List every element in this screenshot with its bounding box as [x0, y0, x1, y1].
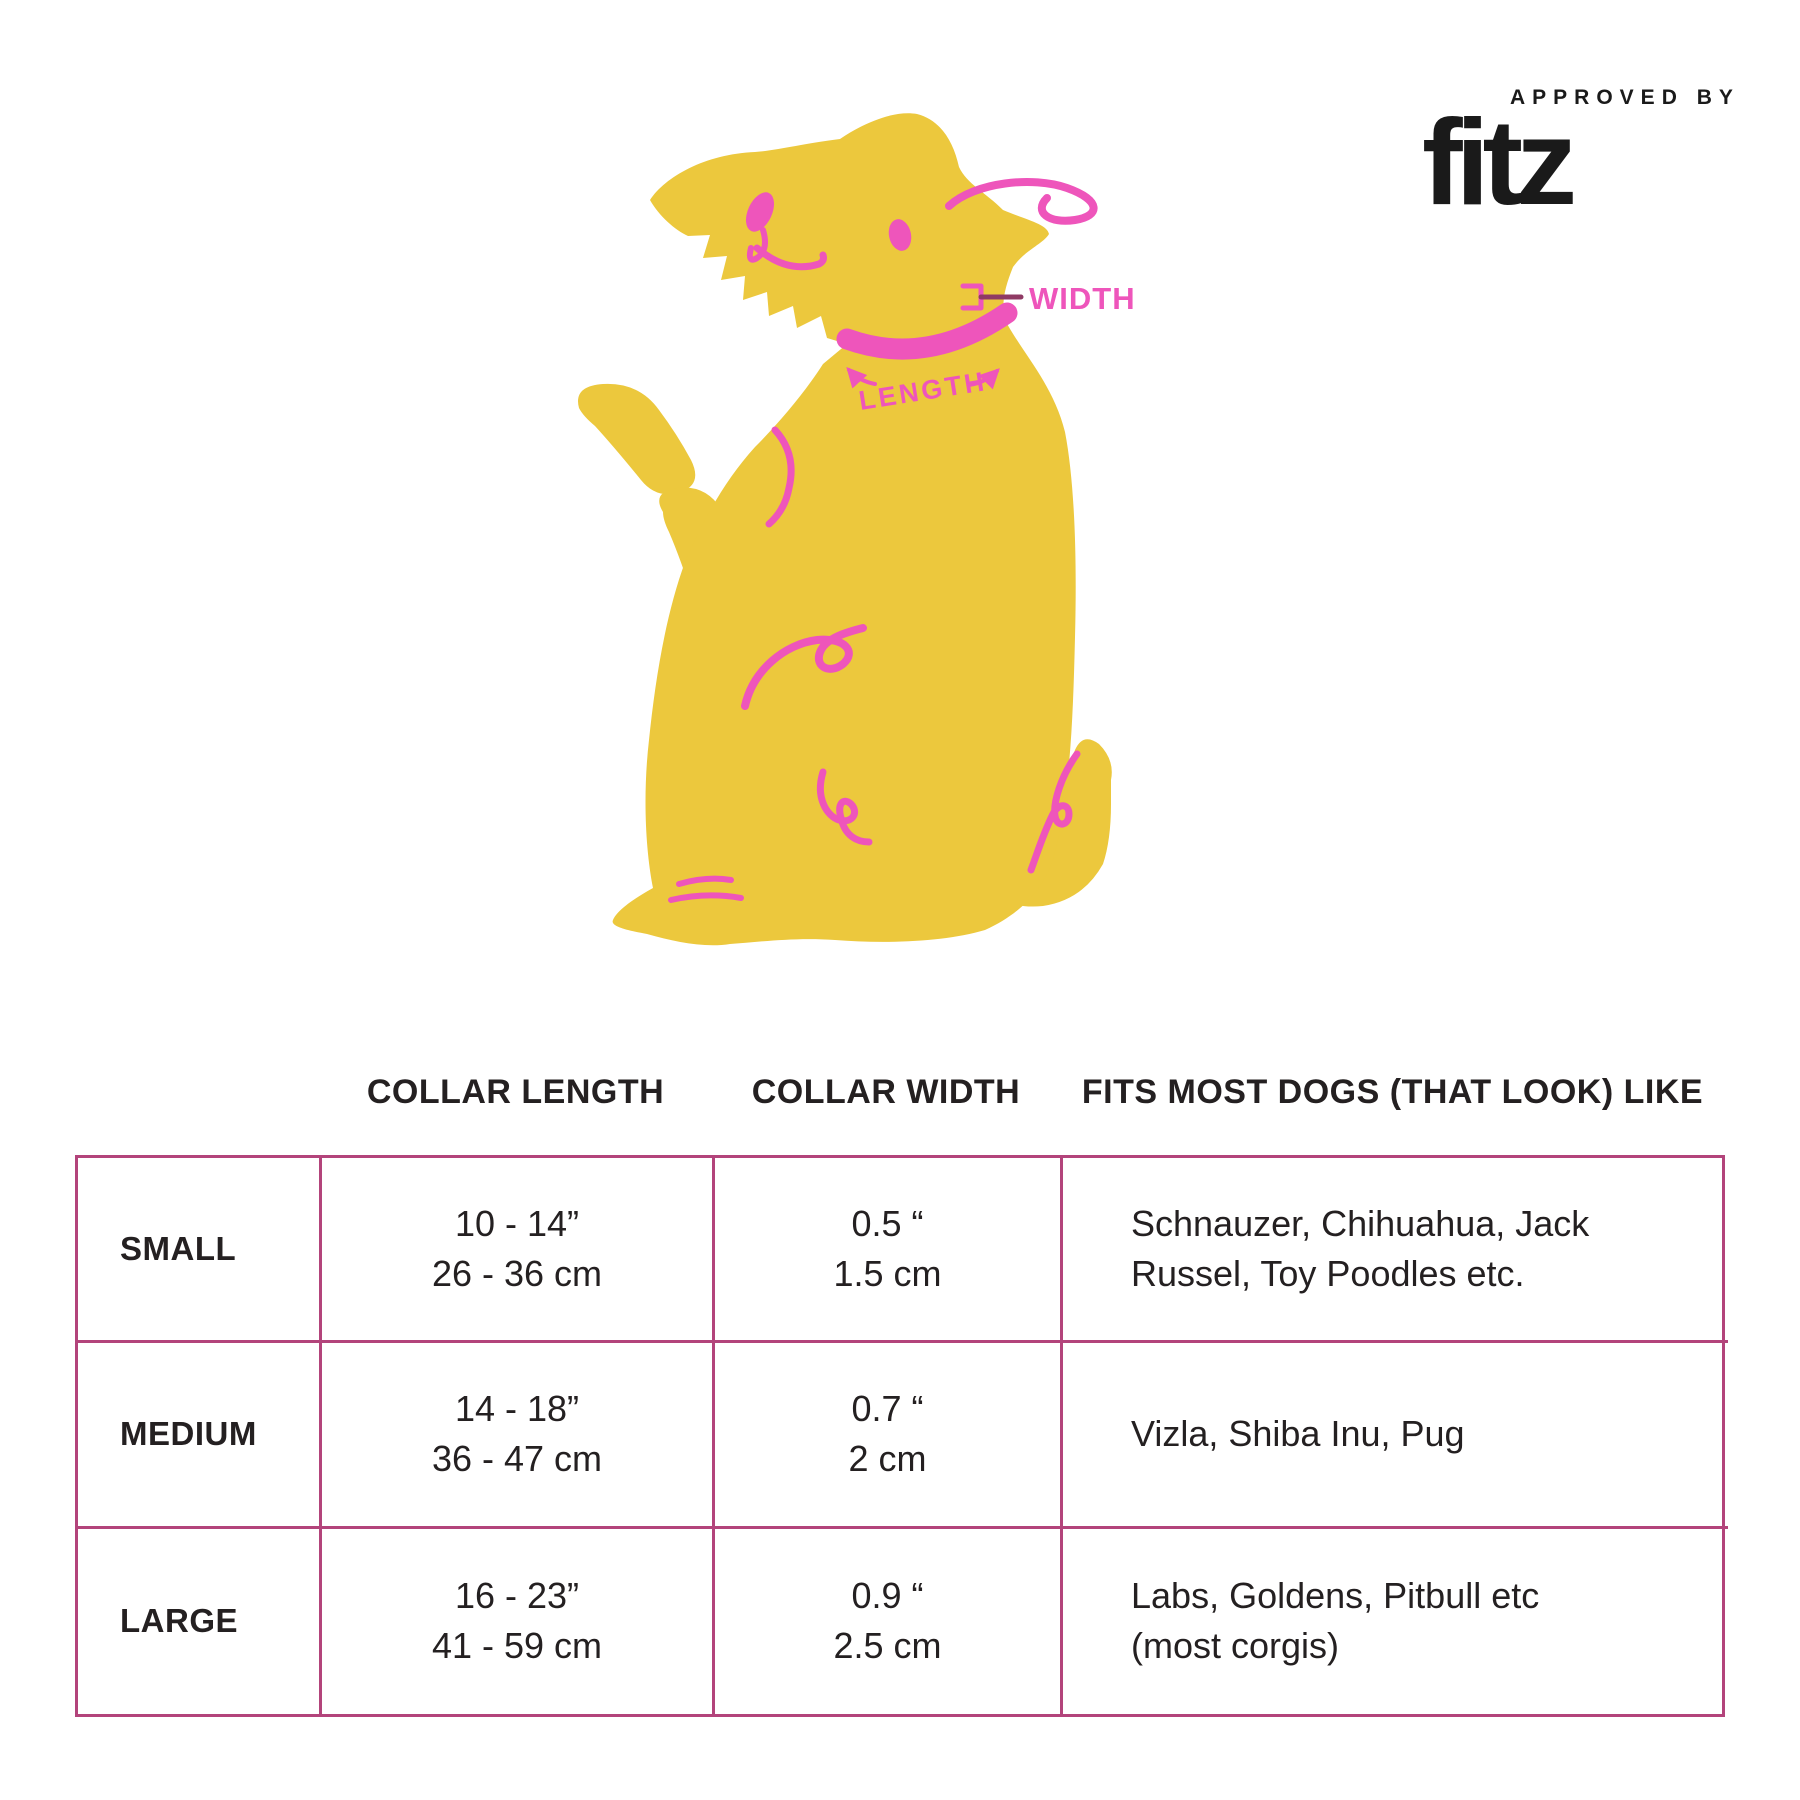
size-table: SMALL 10 - 14” 26 - 36 cm 0.5 “ 1.5 cm S… — [75, 1155, 1728, 1717]
medium-collar-length: 14 - 18” 36 - 47 cm — [322, 1343, 715, 1529]
dog-illustration: WIDTH LENGTH — [578, 113, 1136, 946]
length-arrow-right — [967, 368, 1000, 390]
small-collar-length: 10 - 14” 26 - 36 cm — [322, 1158, 715, 1344]
large-collar-width: 0.9 “ 2.5 cm — [715, 1528, 1063, 1714]
large-length-inches: 16 - 23” — [454, 1575, 580, 1617]
large-breeds: Labs, Goldens, Pitbull etc (most corgis) — [1063, 1529, 1728, 1714]
approved-by-text: APPROVED BY — [1510, 86, 1740, 109]
approved-by-logo: APPROVED BY fitz — [1422, 86, 1782, 230]
size-label-large: LARGE — [78, 1528, 322, 1714]
medium-length-inches: 14 - 18” — [454, 1388, 580, 1430]
medium-length-cm: 36 - 47 cm — [431, 1438, 603, 1480]
dog-chest-squiggle — [765, 426, 795, 528]
large-breeds-text: Labs, Goldens, Pitbull etc (most corgis) — [1131, 1575, 1540, 1667]
dog-foot-line-1 — [676, 875, 734, 887]
large-length-cm: 41 - 59 cm — [431, 1625, 603, 1667]
width-label: WIDTH — [1029, 281, 1136, 316]
dog-nostril-curl — [746, 227, 768, 263]
size-label-medium: MEDIUM — [78, 1343, 322, 1529]
large-width-inches: 0.9 “ — [851, 1575, 924, 1617]
table-header-row: COLLAR LENGTH COLLAR WIDTH FITS MOST DOG… — [75, 1070, 1725, 1112]
medium-width-cm: 2 cm — [848, 1438, 927, 1480]
medium-breeds-text: Vizla, Shiba Inu, Pug — [1131, 1413, 1465, 1455]
dog-ear-scribble — [945, 178, 1098, 225]
large-width-cm: 2.5 cm — [833, 1625, 942, 1667]
small-breeds: Schnauzer, Chihuahua, Jack Russel, Toy P… — [1063, 1158, 1728, 1344]
small-breeds-text: Schnauzer, Chihuahua, Jack Russel, Toy P… — [1131, 1203, 1590, 1295]
large-collar-length: 16 - 23” 41 - 59 cm — [322, 1528, 715, 1714]
small-length-cm: 26 - 36 cm — [431, 1253, 603, 1295]
small-width-inches: 0.5 “ — [851, 1203, 924, 1245]
brand-wordmark: fitz — [1422, 94, 1577, 230]
medium-width-inches: 0.7 “ — [851, 1388, 924, 1430]
small-length-inches: 10 - 14” — [454, 1203, 580, 1245]
small-collar-width: 0.5 “ 1.5 cm — [715, 1158, 1063, 1344]
header-collar-width: COLLAR WIDTH — [751, 1073, 1021, 1111]
dog-body — [612, 113, 1076, 946]
medium-breeds: Vizla, Shiba Inu, Pug — [1063, 1343, 1728, 1529]
dog-eye — [888, 219, 912, 251]
dog-foot-line-2 — [668, 892, 744, 903]
medium-collar-width: 0.7 “ 2 cm — [715, 1343, 1063, 1529]
dog-front-paw-upper — [578, 383, 696, 495]
dog-belly-squiggle — [741, 624, 867, 710]
small-width-cm: 1.5 cm — [833, 1253, 942, 1295]
header-fits-most-dogs: FITS MOST DOGS (THAT LOOK) LIKE — [1081, 1073, 1704, 1111]
dog-nose — [745, 192, 775, 232]
length-arrow-left — [846, 367, 877, 389]
dog-tail-squiggle — [1027, 750, 1081, 874]
dog-collar-diagram: WIDTH LENGTH — [555, 92, 1195, 962]
size-label-small: SMALL — [78, 1158, 322, 1344]
dog-hip-squiggle — [816, 768, 873, 846]
dog-mouth — [753, 244, 827, 271]
header-collar-length: COLLAR LENGTH — [366, 1073, 665, 1111]
dog-collar — [836, 302, 1018, 360]
